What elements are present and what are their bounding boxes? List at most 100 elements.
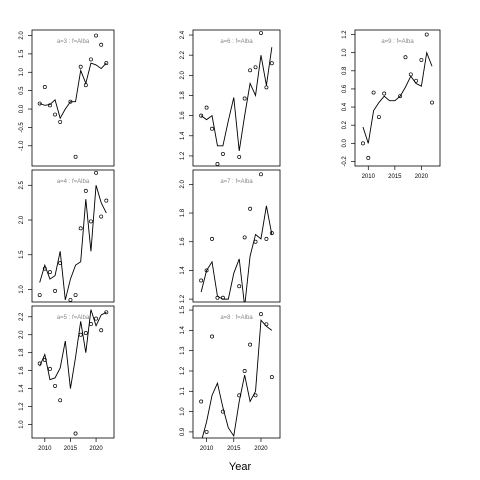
series-line [39,62,107,120]
y-tick-label: 2.2 [19,312,25,321]
y-tick-label: 1.0 [19,420,25,429]
data-point [104,61,109,66]
panel-frame [31,29,115,167]
data-point [361,141,365,146]
data-point [237,393,242,398]
y-tick-label: 0.0 [19,104,25,113]
y-tick-label: 1.6 [180,111,186,120]
y-tick-label: 1.8 [180,91,186,100]
data-point [248,68,253,73]
x-tick-label: 2020 [254,446,268,452]
data-point [242,96,247,101]
y-tick-label: 1.5 [19,49,25,58]
data-point [83,83,88,88]
data-point [204,105,209,110]
data-point [210,334,214,339]
data-point [88,57,93,62]
data-point [73,154,78,159]
x-tick-label: 2010 [200,446,214,452]
panel-4: a=6 : f=Alba 1.2 1.4 1.6 1.8 2.0 2.2 2.4 [180,29,281,167]
y-tick-label: 1.4 [180,131,186,140]
y-tick-label: 1.2 [180,151,186,160]
panel-frame [192,305,281,439]
panel-frame [31,169,115,303]
data-point [403,55,408,60]
data-point [248,342,253,347]
data-point [58,119,63,124]
data-point [199,113,204,118]
data-point [204,268,209,273]
data-point [376,115,381,119]
data-point [259,172,263,177]
y-tick-label: 1.8 [19,348,25,357]
data-point [53,112,58,117]
data-point [99,214,104,219]
data-point [83,330,88,335]
panel-5: a=7 : f=Alba 1.2 1.4 1.6 1.8 2.0 [180,169,281,303]
data-point [248,206,253,211]
series-line [200,47,273,151]
data-point [269,61,274,66]
y-tick-label: 2.0 [19,215,25,224]
panel-title: a=4 : f=Alba [57,179,90,185]
y-tick-label: 2.0 [180,71,186,80]
data-point [216,438,219,441]
panel-7: a=9 : f=Alba -0.2 0.0 0.2 0.4 0.6 0.8 1.0 1.2 201… [342,29,441,180]
y-tick-label: 0.4 [342,102,348,111]
panel-2: a=4 : f=Alba 1.0 1.5 2.0 2.5 [19,169,115,303]
data-point [37,361,42,366]
data-point [47,366,52,371]
data-point [382,91,387,96]
data-point [42,85,47,89]
x-tick-label: 2020 [89,446,103,452]
data-point [47,270,52,275]
y-tick-label: 1.4 [19,384,25,393]
x-tick-label: 2015 [227,446,241,452]
data-point [99,328,104,333]
data-point [259,31,263,35]
data-point [94,33,99,38]
data-point [366,155,371,160]
y-tick-label: 0.2 [342,120,348,129]
data-point [58,398,63,403]
data-point [88,322,93,326]
y-tick-label: 1.5 [19,250,25,259]
data-point [253,65,258,70]
data-point [37,293,42,298]
y-tick-label: 2.0 [19,31,25,40]
panel-1: a=3 : f=Alba -1.0 -0.5 0.0 0.5 1.0 1.5 2.0 [19,29,115,167]
y-tick-label: 1.4 [180,326,186,335]
panel-title: a=3 : f=Alba [57,39,90,45]
y-tick-label: 1.8 [180,208,186,217]
data-point [215,295,220,300]
x-tick-label: 2015 [64,446,78,452]
data-point [237,154,242,159]
y-tick-label: 1.0 [19,67,25,76]
series-line [200,205,273,302]
data-point [264,322,269,327]
data-point [199,399,204,404]
data-point [408,72,413,77]
y-tick-label: 2.2 [180,50,186,59]
data-point [73,293,78,298]
panel-frame [192,29,281,167]
panel-frame [354,29,441,167]
data-point [269,231,274,236]
data-point [414,78,419,83]
y-tick-label: 2.4 [180,30,186,39]
x-axis-label: Year [229,461,252,473]
data-point [104,198,109,203]
x-tick-label: 2010 [38,446,52,452]
panel-title: a=5 : f=Alba [57,315,90,321]
y-tick-label: 2.5 [19,180,25,189]
data-point [430,100,434,105]
data-point [264,236,269,241]
data-point [398,94,403,99]
x-tick-label: 2010 [362,174,376,180]
panel-frame [31,305,115,439]
data-point [220,295,225,300]
panel-frame [192,169,281,303]
data-point [47,103,52,108]
series-line [362,50,433,144]
